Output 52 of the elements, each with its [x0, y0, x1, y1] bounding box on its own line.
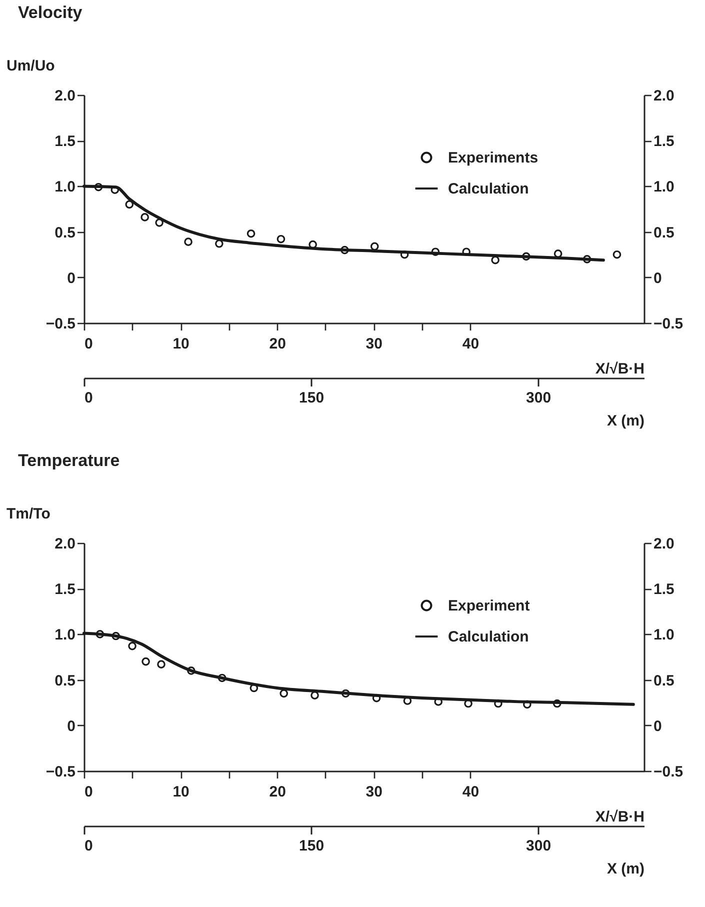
y-tick-label: 0 [67, 718, 76, 735]
y2-tick-label: 0.5 [654, 224, 674, 242]
x-tick-label: 20 [269, 336, 286, 352]
x-axis-title: X/√B·H [595, 360, 644, 378]
legend-label: Experiment [448, 598, 530, 614]
y-tick-label: 1.5 [54, 133, 76, 150]
y-tick-label: 0 [67, 270, 76, 287]
y2-tick-label: 1.5 [654, 581, 674, 598]
x2-tick-label: 0 [84, 390, 93, 406]
x-tick-label: 0 [84, 784, 93, 800]
x-tick-label: 40 [462, 784, 480, 800]
y2-tick-label: 0.5 [654, 672, 674, 690]
x2-tick-label: 0 [84, 838, 93, 854]
legend-label: Calculation [448, 628, 529, 646]
x2-tick-label: 300 [526, 838, 552, 854]
x-tick-label: 30 [366, 784, 382, 800]
chart-title: Velocity [18, 3, 83, 22]
y-tick-label: 2.0 [54, 88, 76, 104]
x-tick-label: 40 [462, 336, 480, 352]
y2-tick-label: 0 [654, 718, 662, 735]
x-tick-label: 10 [172, 784, 190, 800]
y2-tick-label: 1.0 [654, 178, 674, 196]
x-axis-title: X/√B·H [595, 808, 644, 826]
x2-axis-title: X (m) [607, 412, 645, 430]
x2-axis-title: X (m) [607, 860, 645, 878]
y2-tick-label: −0.5 [654, 764, 684, 780]
x2-tick-label: 150 [299, 390, 324, 406]
x-tick-label: 30 [366, 336, 382, 352]
y2-tick-label: 1.0 [654, 626, 674, 644]
y-tick-label: −0.5 [46, 764, 76, 780]
x-tick-label: 0 [84, 336, 93, 352]
legend-label: Experiments [448, 150, 538, 166]
x-tick-label: 10 [172, 336, 190, 352]
y-tick-label: 1.0 [54, 178, 76, 196]
x-tick-label: 20 [269, 784, 286, 800]
y-tick-label: 1.5 [54, 581, 76, 598]
y2-tick-label: 1.5 [654, 133, 674, 150]
chart-title: Temperature [18, 451, 120, 470]
y2-tick-label: 2.0 [654, 536, 674, 552]
y-tick-label: 1.0 [54, 626, 76, 644]
y-tick-label: 2.0 [54, 536, 76, 552]
y-axis-title: Um/Uo [6, 58, 55, 74]
y-tick-label: 0.5 [54, 672, 76, 690]
y2-tick-label: −0.5 [654, 316, 684, 332]
y2-tick-label: 2.0 [654, 88, 674, 104]
legend-label: Calculation [448, 180, 529, 198]
x2-tick-label: 150 [299, 838, 324, 854]
y2-tick-label: 0 [654, 270, 662, 287]
y-axis-title: Tm/To [6, 506, 50, 522]
x2-tick-label: 300 [526, 390, 552, 406]
y-tick-label: −0.5 [46, 316, 76, 332]
y-tick-label: 0.5 [54, 224, 76, 242]
